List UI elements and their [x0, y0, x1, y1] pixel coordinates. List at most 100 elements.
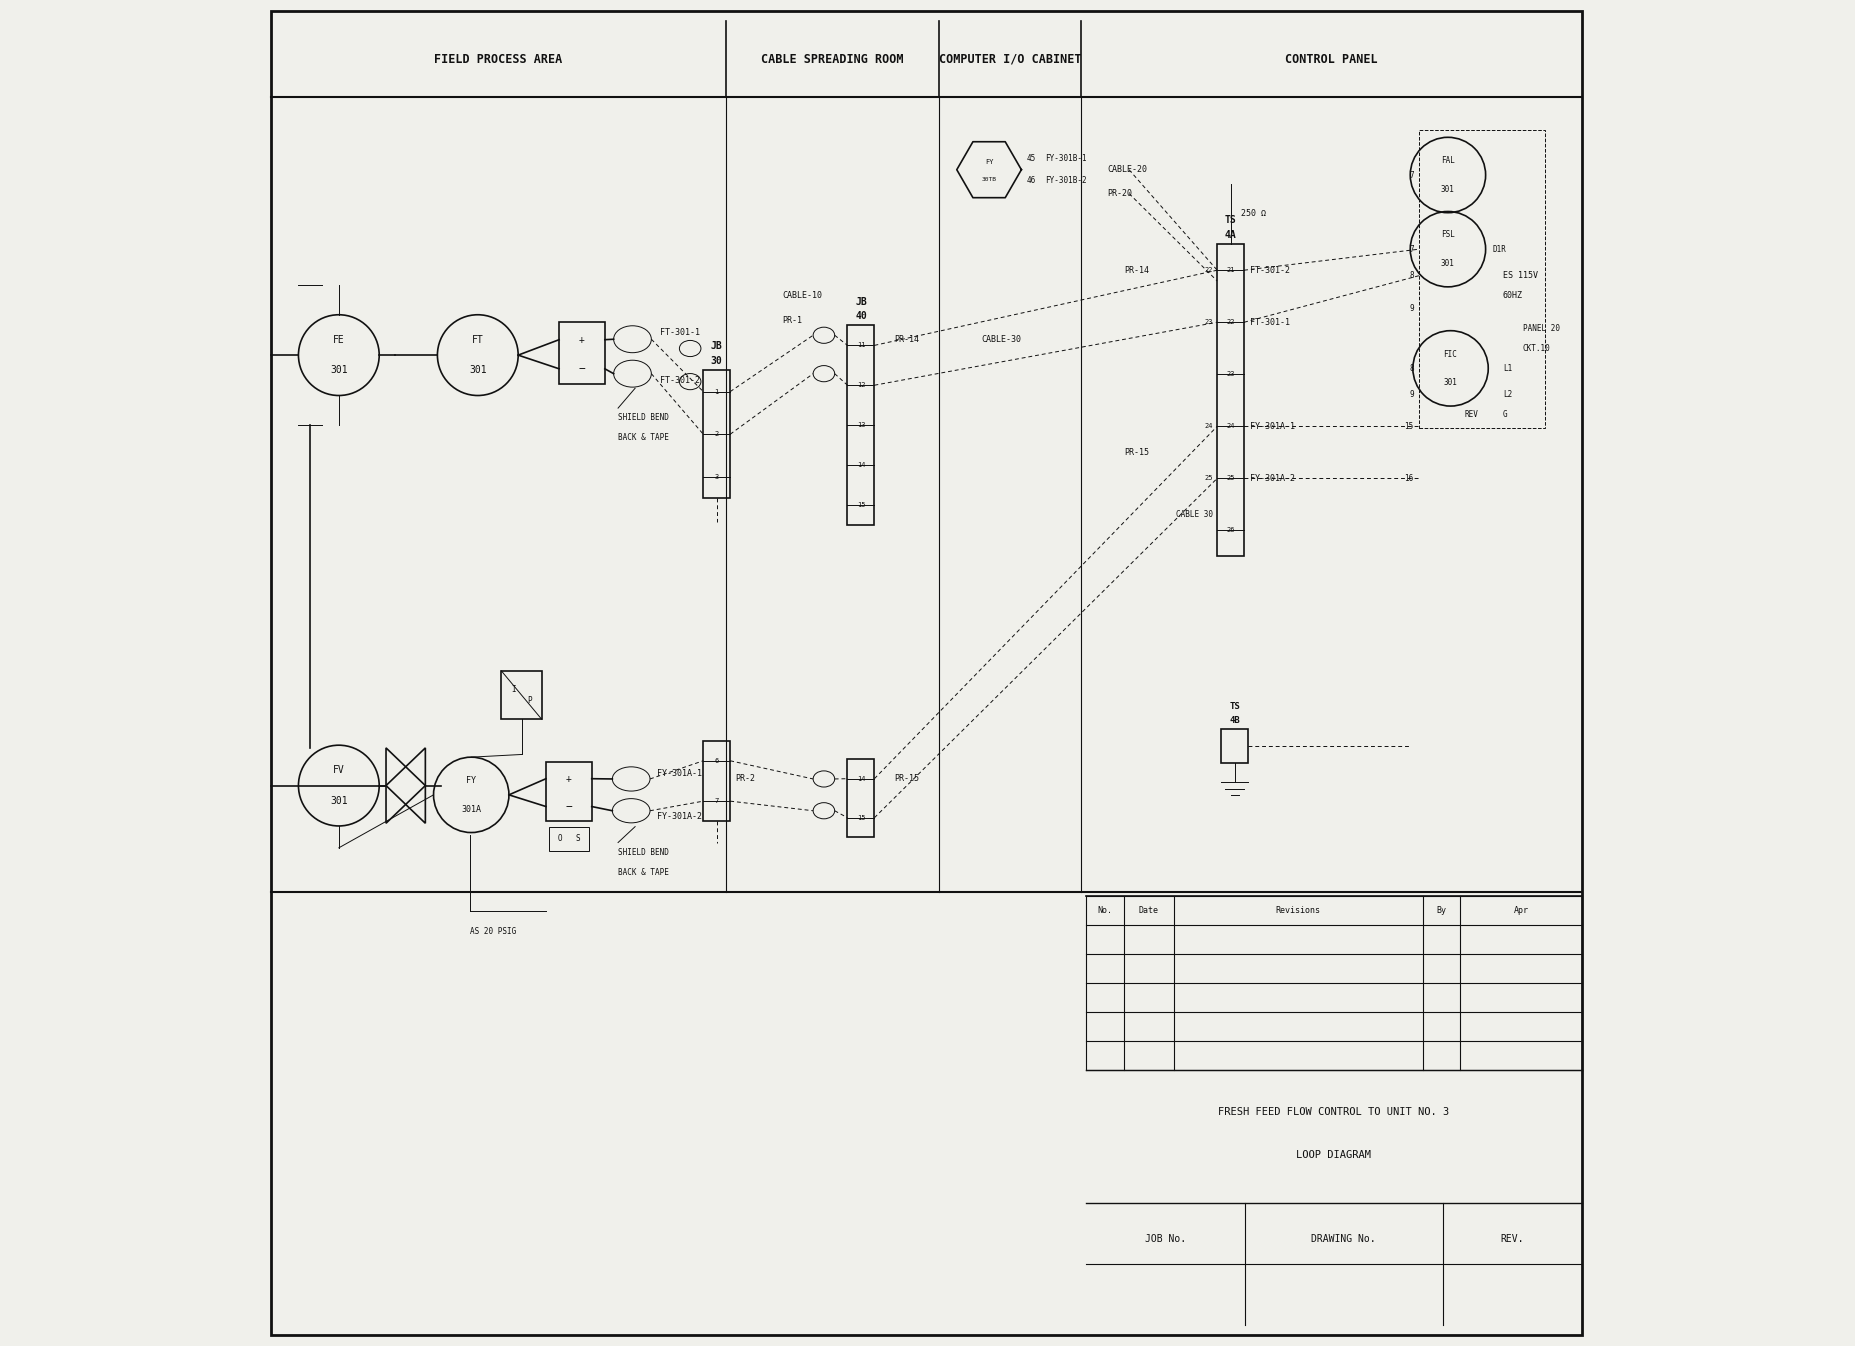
Text: BACK & TAPE: BACK & TAPE [618, 868, 670, 876]
Text: CABLE-30: CABLE-30 [981, 335, 1020, 343]
Text: FIC: FIC [1443, 350, 1458, 358]
Text: CABLE-20: CABLE-20 [1107, 166, 1146, 174]
Text: PR-1: PR-1 [783, 316, 801, 326]
Text: No.: No. [1098, 906, 1113, 914]
Text: FY-301B-1: FY-301B-1 [1046, 155, 1087, 163]
Bar [501, 670, 542, 719]
Text: L1: L1 [1503, 363, 1512, 373]
Text: D1R: D1R [1493, 245, 1506, 253]
Text: FY-301A-2: FY-301A-2 [1250, 474, 1295, 483]
Text: G: G [1503, 411, 1508, 419]
Text: JB: JB [855, 296, 866, 307]
Text: PR-14: PR-14 [1124, 265, 1148, 275]
Bar [703, 370, 731, 498]
Text: TS: TS [1230, 701, 1239, 711]
Text: 301: 301 [1441, 258, 1454, 268]
Text: 23: 23 [1226, 371, 1235, 377]
Text: FY-301A-1: FY-301A-1 [1250, 421, 1295, 431]
Text: FT-301-2: FT-301-2 [1250, 265, 1289, 275]
Text: FY: FY [985, 159, 992, 164]
Text: BACK & TAPE: BACK & TAPE [618, 433, 670, 443]
Text: FT: FT [471, 335, 484, 345]
Text: +: + [579, 335, 584, 345]
Text: Date: Date [1139, 906, 1159, 914]
Text: 1: 1 [714, 389, 720, 394]
Text: CONTROL PANEL: CONTROL PANEL [1286, 52, 1378, 66]
Text: 15: 15 [1404, 421, 1414, 431]
Text: 60HZ: 60HZ [1503, 291, 1523, 300]
Text: TS: TS [1224, 215, 1237, 225]
Text: 16: 16 [1404, 474, 1414, 483]
Text: CABLE 30: CABLE 30 [1176, 510, 1213, 520]
Bar [545, 762, 592, 821]
Text: 25: 25 [1226, 475, 1235, 482]
Text: PANEL 20: PANEL 20 [1523, 324, 1560, 334]
Text: 30TB: 30TB [981, 176, 996, 182]
Text: FRESH FEED FLOW CONTROL TO UNIT NO. 3: FRESH FEED FLOW CONTROL TO UNIT NO. 3 [1219, 1108, 1449, 1117]
Text: 2: 2 [714, 431, 720, 437]
Text: S: S [575, 835, 581, 844]
Text: 12: 12 [857, 382, 864, 388]
Text: 7: 7 [714, 798, 720, 804]
Text: FIELD PROCESS AREA: FIELD PROCESS AREA [434, 52, 562, 66]
Text: L2: L2 [1503, 390, 1512, 400]
Text: PR-14: PR-14 [894, 335, 920, 343]
Text: SHIELD BEND: SHIELD BEND [618, 848, 670, 857]
Text: 3: 3 [714, 474, 720, 481]
Text: 7: 7 [1410, 245, 1414, 253]
Text: FAL: FAL [1441, 156, 1454, 166]
Text: SHIELD BEND: SHIELD BEND [618, 413, 670, 423]
Text: 13: 13 [857, 423, 864, 428]
Text: FT-301-2: FT-301-2 [660, 376, 699, 385]
Text: 301: 301 [330, 366, 347, 376]
Text: Apr: Apr [1514, 906, 1529, 914]
Text: JOB No.: JOB No. [1145, 1234, 1185, 1245]
Text: FT-301-1: FT-301-1 [1250, 318, 1289, 327]
Text: FSL: FSL [1441, 230, 1454, 240]
Text: 9: 9 [1410, 304, 1414, 314]
Text: 26: 26 [1226, 528, 1235, 533]
Text: 250 Ω: 250 Ω [1241, 210, 1267, 218]
Text: −: − [579, 363, 586, 374]
Text: CKT.10: CKT.10 [1523, 345, 1551, 353]
Text: CABLE SPREADING ROOM: CABLE SPREADING ROOM [761, 52, 903, 66]
Text: FT-301-1: FT-301-1 [660, 328, 699, 336]
Text: By: By [1436, 906, 1447, 914]
Text: ES 115V: ES 115V [1503, 271, 1538, 280]
Text: FY-301A-1: FY-301A-1 [657, 769, 703, 778]
Text: 15: 15 [857, 814, 864, 821]
Text: I: I [512, 685, 516, 693]
Text: 24: 24 [1226, 424, 1235, 429]
Text: 8: 8 [1410, 271, 1414, 280]
Bar [1221, 730, 1248, 763]
Text: 301A: 301A [462, 805, 480, 814]
Text: 22: 22 [1226, 319, 1235, 326]
Text: 30: 30 [710, 357, 723, 366]
Text: 4B: 4B [1230, 716, 1239, 725]
Text: COMPUTER I/O CABINET: COMPUTER I/O CABINET [939, 52, 1081, 66]
Bar [703, 740, 731, 821]
Text: P: P [527, 696, 532, 705]
Text: 9: 9 [1410, 390, 1414, 400]
Text: PR-15: PR-15 [894, 774, 920, 783]
Text: 301: 301 [469, 366, 486, 376]
Text: 4A: 4A [1224, 230, 1237, 240]
Text: 301: 301 [1443, 378, 1458, 388]
Text: 8: 8 [1410, 363, 1414, 373]
Text: AS 20 PSIG: AS 20 PSIG [469, 927, 516, 937]
Text: JB: JB [710, 342, 723, 351]
Text: REV: REV [1465, 411, 1478, 419]
Bar [558, 322, 605, 384]
Text: FY: FY [466, 777, 477, 785]
Text: PR-15: PR-15 [1124, 448, 1148, 456]
Text: 301: 301 [330, 795, 347, 806]
Text: 301: 301 [1441, 184, 1454, 194]
Bar [848, 326, 874, 525]
Bar [549, 826, 590, 851]
Text: 6: 6 [714, 758, 720, 763]
Text: +: + [566, 774, 571, 783]
Text: DRAWING No.: DRAWING No. [1311, 1234, 1376, 1245]
Text: Revisions: Revisions [1276, 906, 1321, 914]
Text: 45: 45 [1028, 155, 1037, 163]
Text: 11: 11 [857, 342, 864, 349]
